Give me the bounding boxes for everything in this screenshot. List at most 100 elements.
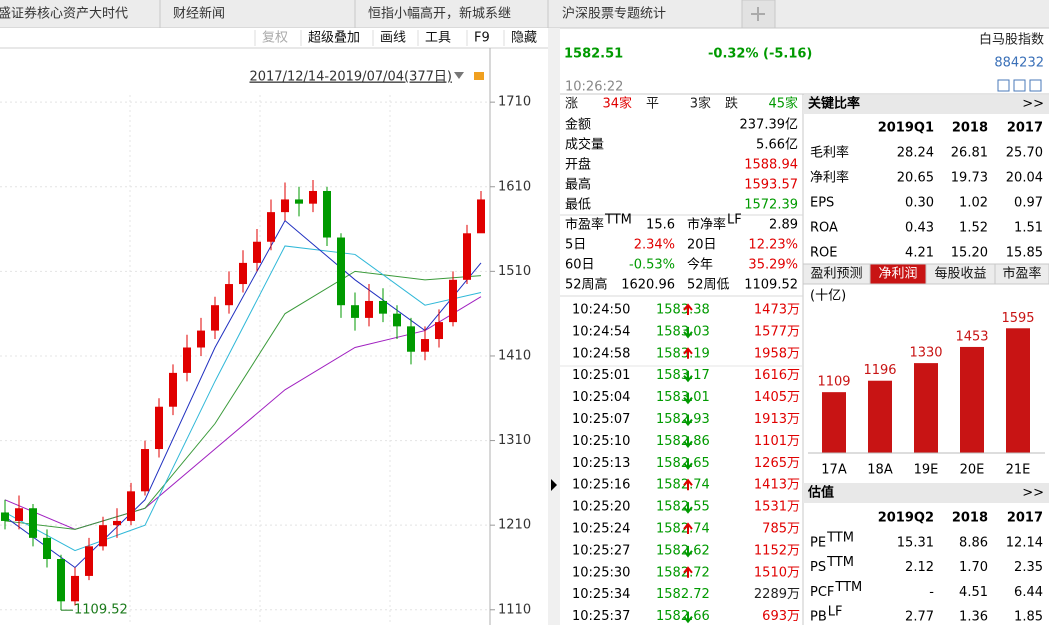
tick-volume: 785万 [762,522,800,537]
tick-time: 10:25:13 [572,456,630,471]
stat-value: 1593.57 [744,178,798,193]
tab-label[interactable]: 财经新闻 [173,6,225,22]
tab-label[interactable]: 恒指小幅高开，新城系继 [368,6,511,22]
ratio-cell: 1.51 [1014,221,1043,236]
toolbar-button[interactable]: 超级叠加 [308,31,360,46]
ratio-value: 1109.52 [744,278,798,293]
tick-volume: 1510万 [754,565,800,580]
valuation-cell: 2.35 [1014,560,1043,575]
link-icon[interactable] [1013,79,1026,92]
ratio-cell: 28.24 [897,146,934,161]
tick-price: 1582.62 [656,543,710,558]
toolbar [0,28,548,48]
ratio-label: 20日 [687,238,717,253]
y-tick-label: 1510 [498,264,531,279]
arrow-down [683,414,693,427]
candle-body [281,199,289,213]
forecast-tab[interactable] [994,263,1049,285]
bar-label: 1595 [1001,311,1034,326]
candle-body [379,300,387,314]
stat-value: 1588.94 [744,158,798,173]
tick-volume: 1577万 [754,324,800,339]
ratio-cell: 19.73 [951,171,988,186]
candle-body [225,284,233,306]
forecast-tab-label[interactable]: 净利润 [878,267,917,282]
tick-time: 10:25:07 [572,412,630,427]
tick-volume: 1531万 [754,500,800,515]
candle-body [309,190,317,204]
tick-volume: 1958万 [754,346,800,361]
arrow-up [683,566,693,578]
tick-time: 10:24:50 [572,303,630,318]
forecast-tab-label[interactable]: 每股收益 [934,266,986,282]
lock-icon[interactable] [474,72,484,80]
toolbar-button[interactable]: 隐藏 [511,31,537,46]
stat-label: 金额 [565,117,591,133]
tab-label[interactable]: 沪深股票专题统计 [562,6,666,22]
ratio-label: 市净率 [687,217,726,233]
tick-volume: 1616万 [754,368,800,383]
ratio-cell: 0.97 [1014,196,1043,211]
ratio-cell: 0.43 [905,221,934,236]
price: 1582.51 [564,47,623,62]
row-label: 净利率 [810,170,849,186]
candle-body [141,449,149,492]
candle-body [197,330,205,348]
ratio-cell: 0.30 [905,196,934,211]
ratio-cell: 1.02 [959,196,988,211]
tick-time: 10:24:54 [572,324,630,339]
valuation-cell: 2.77 [905,610,934,625]
stat-value: 237.39亿 [740,118,799,133]
arrow-down [683,458,693,470]
bar-category: 17A [821,463,847,478]
vertical-grid [129,95,391,625]
candle-body [351,305,359,318]
tick-time: 10:25:30 [572,565,630,580]
arrow-up [683,347,693,359]
valuation-cell: 8.86 [959,536,988,551]
tick-price: 1582.55 [656,500,710,515]
candle-body [183,347,191,373]
tick-time: 10:25:37 [572,609,630,624]
more-link[interactable]: >> [1022,97,1044,112]
valuation-cell: 12.14 [1006,536,1043,551]
tick-volume: 693万 [762,609,800,624]
arrow-down [683,392,693,405]
more-link[interactable]: >> [1022,486,1044,501]
tick-time: 10:25:01 [572,368,630,383]
splitter[interactable] [548,28,560,625]
ratio-cell: 25.70 [1006,146,1043,161]
forecast-tab-label[interactable]: 盈利预测 [810,267,862,282]
arrow-down [683,545,693,558]
bar-label: 1109 [817,375,850,390]
candle-body [421,339,429,352]
range-dropdown[interactable] [454,72,464,79]
valuation-header [803,483,1049,503]
tick-price: 1583.03 [656,324,710,339]
tick-price: 1582.74 [656,478,710,493]
stat-label: 最高 [565,177,591,193]
toolbar-button[interactable]: 工具 [425,31,451,46]
stat-label: 成交量 [565,137,604,153]
tick-price: 1583.01 [656,390,710,405]
column-header: 2017 [1007,511,1043,526]
forecast-tab-label[interactable]: 市盈率 [1002,266,1041,282]
toolbar-button[interactable]: 画线 [380,31,406,46]
tab-bar [0,0,1049,28]
bar-category: 21E [1006,463,1031,478]
tick-price: 1583.19 [656,346,710,361]
toolbar-button[interactable]: 复权 [262,30,288,46]
arrow-up [683,522,693,534]
candle-body [113,520,121,526]
tab-label[interactable]: 盛证券核心资产大时代 [0,6,128,22]
bar [822,392,846,453]
arrow-down [683,502,693,514]
section-title: 估值 [807,485,834,501]
settings-icon[interactable] [1029,79,1042,92]
row-label: EPS [810,196,834,211]
edit-icon[interactable] [997,79,1010,92]
toolbar-button[interactable]: F9 [474,31,490,46]
bar [1006,328,1030,453]
